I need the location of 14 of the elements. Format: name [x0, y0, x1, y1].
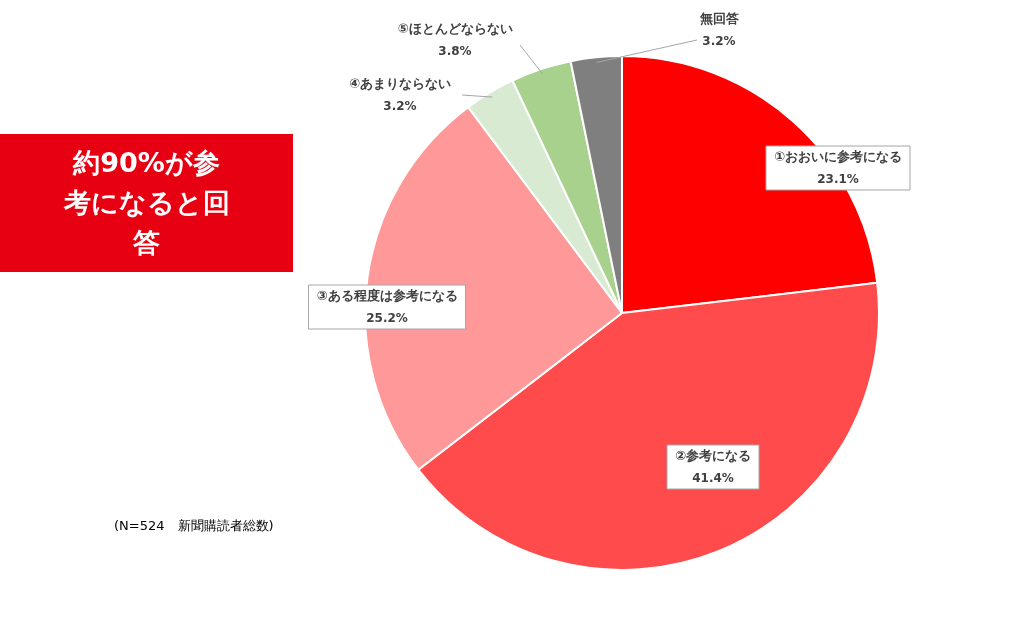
slice-label: 無回答 — [698, 11, 739, 27]
data-label: 25.2% — [366, 311, 408, 326]
slice-label: ②参考になる — [674, 448, 752, 464]
data-label: 23.1% — [817, 172, 859, 187]
data-label: 3.2% — [702, 34, 736, 49]
data-label: 3.2% — [383, 99, 417, 114]
slice-label: ①おおいに参考になる — [773, 149, 903, 165]
slice-label: ④あまりならない — [348, 76, 452, 92]
slice-label: ③ある程度は参考になる — [316, 288, 458, 304]
text: 約90%が参考になると回答 — [62, 146, 231, 260]
text: (N=524 新聞購読者総数) — [114, 517, 274, 535]
data-label: 3.8% — [438, 44, 472, 59]
slice-label: ⑤ほとんどならない — [397, 21, 513, 37]
data-label: 41.4% — [692, 471, 734, 486]
